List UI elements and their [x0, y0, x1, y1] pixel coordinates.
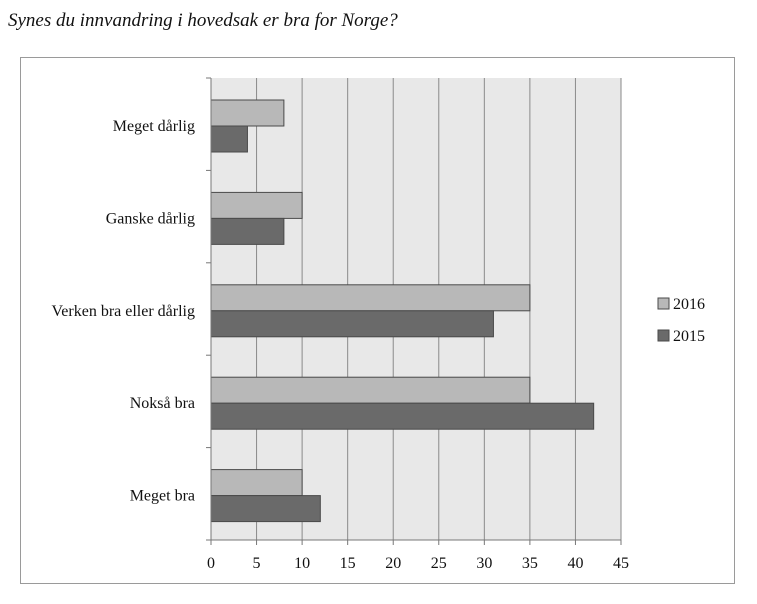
bar-2016-2	[210, 284, 531, 312]
x-tick-label: 20	[385, 555, 401, 572]
x-tick-label: 5	[253, 555, 261, 572]
x-tick-label: 0	[207, 555, 215, 572]
legend-label-2015: 2015	[673, 328, 705, 345]
x-tick-label: 10	[294, 555, 310, 572]
chart-title: Synes du innvandring i hovedsak er bra f…	[8, 10, 398, 31]
legend-swatch-2016	[657, 297, 670, 310]
bar-2016-3	[210, 376, 531, 404]
bar-2016-4	[210, 469, 303, 497]
bar-2016-1	[210, 191, 303, 219]
bar-2015-3	[210, 402, 595, 430]
x-tick-label: 30	[476, 555, 492, 572]
category-label: Meget dårlig	[113, 118, 195, 135]
x-tick-label: 45	[613, 555, 629, 572]
category-label: Ganske dårlig	[106, 210, 195, 227]
legend-swatch-2015	[657, 329, 670, 342]
bar-2015-0	[210, 125, 248, 153]
category-label: Nokså bra	[130, 395, 195, 412]
category-label: Meget bra	[130, 488, 195, 505]
x-tick-label: 25	[431, 555, 447, 572]
bar-2016-0	[210, 99, 285, 127]
category-label: Verken bra eller dårlig	[52, 303, 195, 320]
x-tick-label: 40	[567, 555, 583, 572]
legend-label-2016: 2016	[673, 296, 705, 313]
x-tick-label: 15	[340, 555, 356, 572]
bar-2015-4	[210, 495, 321, 523]
x-tick-label: 35	[522, 555, 538, 572]
bar-2015-2	[210, 310, 494, 338]
bar-2015-1	[210, 217, 285, 245]
